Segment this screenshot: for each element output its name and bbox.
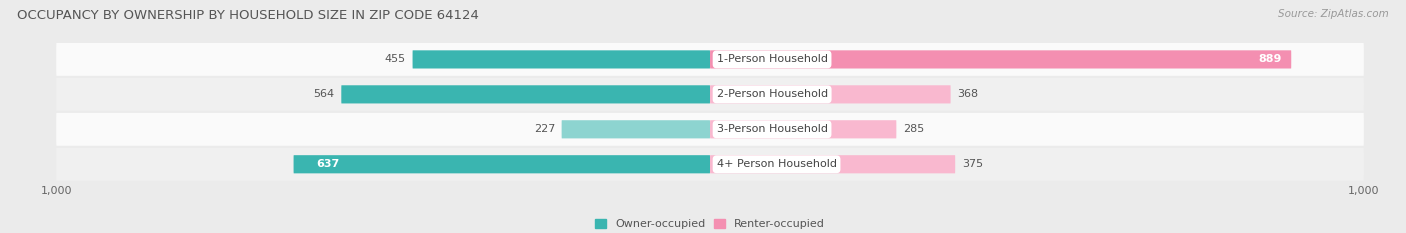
FancyBboxPatch shape xyxy=(56,43,1364,76)
Text: 564: 564 xyxy=(314,89,335,99)
Legend: Owner-occupied, Renter-occupied: Owner-occupied, Renter-occupied xyxy=(595,219,825,229)
Text: 1-Person Household: 1-Person Household xyxy=(717,55,828,64)
FancyBboxPatch shape xyxy=(342,85,710,103)
Text: 368: 368 xyxy=(957,89,979,99)
Text: Source: ZipAtlas.com: Source: ZipAtlas.com xyxy=(1278,9,1389,19)
FancyBboxPatch shape xyxy=(412,50,710,69)
Text: 227: 227 xyxy=(534,124,555,134)
Text: 637: 637 xyxy=(316,159,340,169)
FancyBboxPatch shape xyxy=(294,155,710,173)
Text: 889: 889 xyxy=(1258,55,1281,64)
FancyBboxPatch shape xyxy=(710,155,955,173)
Text: OCCUPANCY BY OWNERSHIP BY HOUSEHOLD SIZE IN ZIP CODE 64124: OCCUPANCY BY OWNERSHIP BY HOUSEHOLD SIZE… xyxy=(17,9,479,22)
FancyBboxPatch shape xyxy=(56,113,1364,146)
Text: 455: 455 xyxy=(385,55,406,64)
Text: 3-Person Household: 3-Person Household xyxy=(717,124,828,134)
FancyBboxPatch shape xyxy=(561,120,710,138)
FancyBboxPatch shape xyxy=(710,120,897,138)
FancyBboxPatch shape xyxy=(56,78,1364,111)
Text: 285: 285 xyxy=(903,124,924,134)
Text: 375: 375 xyxy=(962,159,983,169)
FancyBboxPatch shape xyxy=(710,85,950,103)
FancyBboxPatch shape xyxy=(710,50,1291,69)
FancyBboxPatch shape xyxy=(56,148,1364,181)
Text: 2-Person Household: 2-Person Household xyxy=(717,89,828,99)
Text: 4+ Person Household: 4+ Person Household xyxy=(717,159,837,169)
